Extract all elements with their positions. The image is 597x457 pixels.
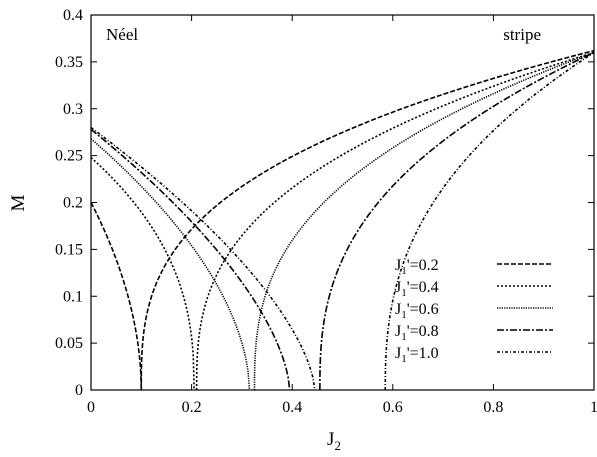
series-stripe-line [195,51,594,390]
legend-label-main: J [395,345,401,362]
legend: J1'=0.2J1'=0.4J1'=0.6J1'=0.8J1'=1.0 [395,257,553,365]
series-neel-line [91,202,143,390]
x-axis-label: J2 [327,429,341,453]
series-neel-line [91,156,195,390]
series-stripe-line [319,51,594,390]
series-neel-line [91,126,316,390]
y-tick-label: 0.4 [63,7,83,24]
x-axis-label-main: J [327,429,334,450]
legend-label-main: J [395,257,401,274]
x-axis-label-sub: 2 [334,438,341,453]
legend-label: J1'=0.2 [395,257,439,277]
legend-label-sub: 1 [401,353,407,365]
series-group [91,49,594,390]
series-1 [91,49,594,390]
legend-label-main: J [395,279,401,296]
y-tick-label: 0.35 [55,54,83,71]
legend-label: J1'=0.4 [395,279,439,299]
y-tick-label: 0.3 [63,101,83,118]
series-stripe-line [384,51,594,390]
x-tick-label: 0.8 [483,399,503,416]
x-tick-label: 0.6 [383,399,403,416]
legend-label-rest: '=0.6 [407,301,439,318]
annotation-neel: Néel [106,25,138,44]
y-tick-label: 0 [75,382,83,399]
legend-label-rest: '=1.0 [407,345,439,362]
y-tick-label: 0.25 [55,148,83,165]
y-axis-label: M [8,194,29,211]
legend-label-main: J [395,301,401,318]
legend-label-sub: 1 [401,331,407,343]
legend-label: J1'=1.0 [395,345,439,365]
series-neel-line [91,128,291,390]
y-tick-label: 0.05 [55,335,83,352]
legend-label-main: J [395,323,401,340]
x-tick-label: 0 [87,399,95,416]
ticks [90,14,595,391]
legend-label: J1'=0.8 [395,323,439,343]
annotation-stripe: stripe [503,25,541,44]
y-tick-label: 0.15 [55,241,83,258]
series-neel-line [91,138,251,390]
y-tick-label: 0.2 [63,195,83,212]
x-tick-label: 0.2 [182,399,202,416]
y-tick-label: 0.1 [63,288,83,305]
legend-label: J1'=0.6 [395,301,439,321]
legend-label-sub: 1 [401,265,407,277]
tick-labels: 0 0.2 0.4 0.6 0.8 1 0 0.05 0.1 0.15 0.2 0.25 0.3 0.35… [55,7,597,416]
x-tick-label: 1 [590,399,597,416]
legend-label-sub: 1 [401,287,407,299]
series-5 [91,51,594,390]
legend-label-rest: '=0.2 [407,257,439,274]
series-2 [91,51,594,390]
legend-label-sub: 1 [401,309,407,321]
series-stripe-line [140,49,594,390]
legend-label-rest: '=0.8 [407,323,439,340]
legend-label-rest: '=0.4 [407,279,439,296]
x-tick-label: 0.4 [282,399,302,416]
series-stripe-line [253,51,594,390]
series-4 [91,51,594,390]
series-3 [91,51,594,390]
